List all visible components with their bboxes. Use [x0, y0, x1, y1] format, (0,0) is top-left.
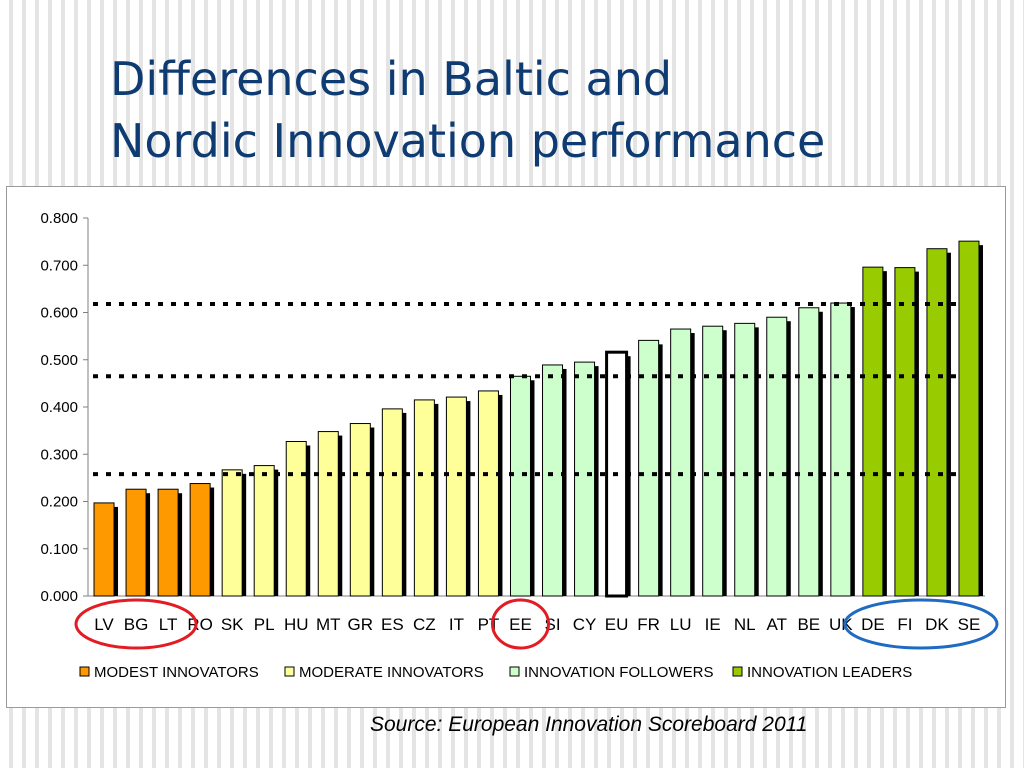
bar-be — [798, 307, 820, 597]
legend-label-moderate: MODERATE INNOVATORS — [299, 664, 484, 681]
x-tick-label: NL — [734, 615, 756, 634]
legend: MODEST INNOVATORS MODERATE INNOVATORS INNO… — [79, 664, 912, 681]
y-tick-label: 0.400 — [40, 399, 78, 416]
y-tick-label: 0.800 — [40, 210, 78, 227]
bar-pl — [253, 465, 275, 597]
x-tick-label: SE — [958, 615, 981, 634]
source-caption: Source: European Innovation Scoreboard 2… — [370, 713, 808, 736]
bar-it — [445, 396, 467, 597]
bar-ee — [509, 375, 531, 597]
bar-cy — [574, 361, 596, 597]
bar-hu — [285, 440, 307, 597]
legend-label-leaders: INNOVATION LEADERS — [747, 664, 912, 681]
x-tick-label: DE — [861, 615, 885, 634]
x-tick-label: LT — [159, 615, 178, 634]
x-tick-label: BG — [124, 615, 149, 634]
legend-label-modest: MODEST INNOVATORS — [94, 664, 259, 681]
x-tick-label: HU — [284, 615, 309, 634]
highlight-ellipse-blue-1 — [843, 598, 999, 650]
x-tick-label: LV — [94, 615, 114, 634]
bar-gr — [349, 423, 371, 597]
bar-si — [542, 364, 564, 597]
legend-swatch-moderate — [284, 666, 295, 677]
x-tick-label: MT — [316, 615, 341, 634]
bar-fr — [638, 339, 660, 597]
y-tick-label: 0.300 — [40, 446, 78, 463]
legend-label-followers: INNOVATION FOLLOWERS — [524, 664, 713, 681]
slide-title: Differences in Baltic and Nordic Innovat… — [110, 48, 1010, 172]
x-tick-label: RO — [187, 615, 213, 634]
bar-nl — [734, 322, 756, 597]
bar-es — [381, 408, 403, 597]
x-tick-label: AT — [767, 615, 787, 634]
threshold-lines — [93, 301, 963, 477]
y-tick-label: 0.100 — [40, 541, 78, 558]
bar-series — [93, 240, 983, 598]
bar-ie — [702, 325, 724, 597]
x-tick-label: EU — [605, 615, 629, 634]
x-tick-label: IE — [705, 615, 721, 634]
y-tick-label: 0.200 — [40, 494, 78, 511]
bar-dk — [926, 248, 948, 597]
bar-chart: 0.000 0.100 0.200 0.300 0.400 0.500 0.600 0.700… — [40, 210, 999, 681]
highlight-ellipse-red-1 — [74, 598, 198, 650]
bar-pt — [477, 390, 499, 597]
x-tick-label: GR — [348, 615, 374, 634]
x-tick-label: LU — [670, 615, 692, 634]
x-tick-label: CZ — [413, 615, 436, 634]
highlight-ellipses — [74, 598, 999, 650]
x-tick-label: PT — [478, 615, 500, 634]
legend-swatch-followers — [509, 666, 520, 677]
highlight-ellipse-red-2 — [490, 598, 550, 650]
x-tick-label: EE — [509, 615, 532, 634]
bar-se — [958, 240, 980, 597]
bar-chart-panel: 0.000 0.100 0.200 0.300 0.400 0.500 0.600 0.700… — [6, 186, 1006, 708]
x-tick-label: IT — [449, 615, 464, 634]
bar-uk — [830, 302, 852, 597]
x-tick-label: PL — [254, 615, 275, 634]
bar-at — [766, 316, 788, 597]
legend-swatch-leaders — [732, 666, 743, 677]
x-tick-label: ES — [381, 615, 404, 634]
y-tick-label: 0.000 — [40, 588, 78, 605]
bar-lu — [670, 328, 692, 597]
bar-fi — [894, 267, 916, 597]
bar-bg — [125, 488, 147, 597]
y-tick-label: 0.600 — [40, 305, 78, 322]
x-tick-label: SK — [221, 615, 244, 634]
bar-mt — [317, 431, 339, 597]
bar-de — [862, 266, 884, 597]
bar-lv — [93, 502, 115, 597]
x-tick-label: DK — [925, 615, 949, 634]
slide-title-line-2: Nordic Innovation performance — [110, 114, 826, 168]
bar-ro — [189, 483, 211, 597]
bar-lt — [157, 488, 179, 597]
x-tick-label: FI — [897, 615, 912, 634]
y-tick-label: 0.500 — [40, 352, 78, 369]
legend-swatch-modest — [79, 666, 90, 677]
x-tick-label: CY — [573, 615, 597, 634]
slide-title-line-1: Differences in Baltic and — [110, 52, 673, 106]
x-tick-label: BE — [797, 615, 820, 634]
y-tick-label: 0.700 — [40, 257, 78, 274]
bar-sk — [221, 469, 243, 597]
y-axis: 0.000 0.100 0.200 0.300 0.400 0.500 0.600 0.700… — [40, 210, 985, 605]
bar-cz — [413, 399, 435, 597]
x-tick-label: FR — [637, 615, 660, 634]
